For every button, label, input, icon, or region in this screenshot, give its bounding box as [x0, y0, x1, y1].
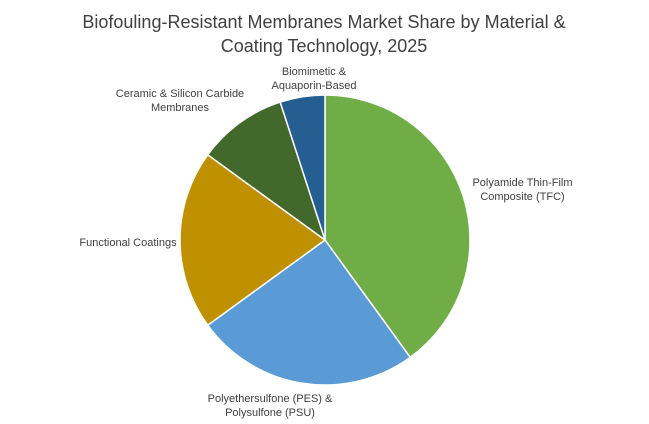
slice-label: Polyethersulfone (PES) & Polysulfone (PS…: [207, 393, 333, 419]
chart-title: Biofouling-Resistant Membranes Market Sh…: [82, 12, 566, 56]
pie-slice: [179, 153, 327, 327]
slice-label: Polyamide Thin-Film Composite (TFC): [472, 177, 573, 203]
slice-label: Functional Coatings: [79, 237, 177, 249]
pie-slice: [279, 94, 326, 241]
slice-label: Ceramic & Silicon Carbide Membranes: [115, 88, 245, 114]
pie-slice: [206, 238, 412, 386]
pie-slice: [324, 94, 471, 359]
pie-slice: [206, 101, 327, 242]
slice-label: Biomimetic & Aquaporin-Based: [271, 66, 357, 92]
